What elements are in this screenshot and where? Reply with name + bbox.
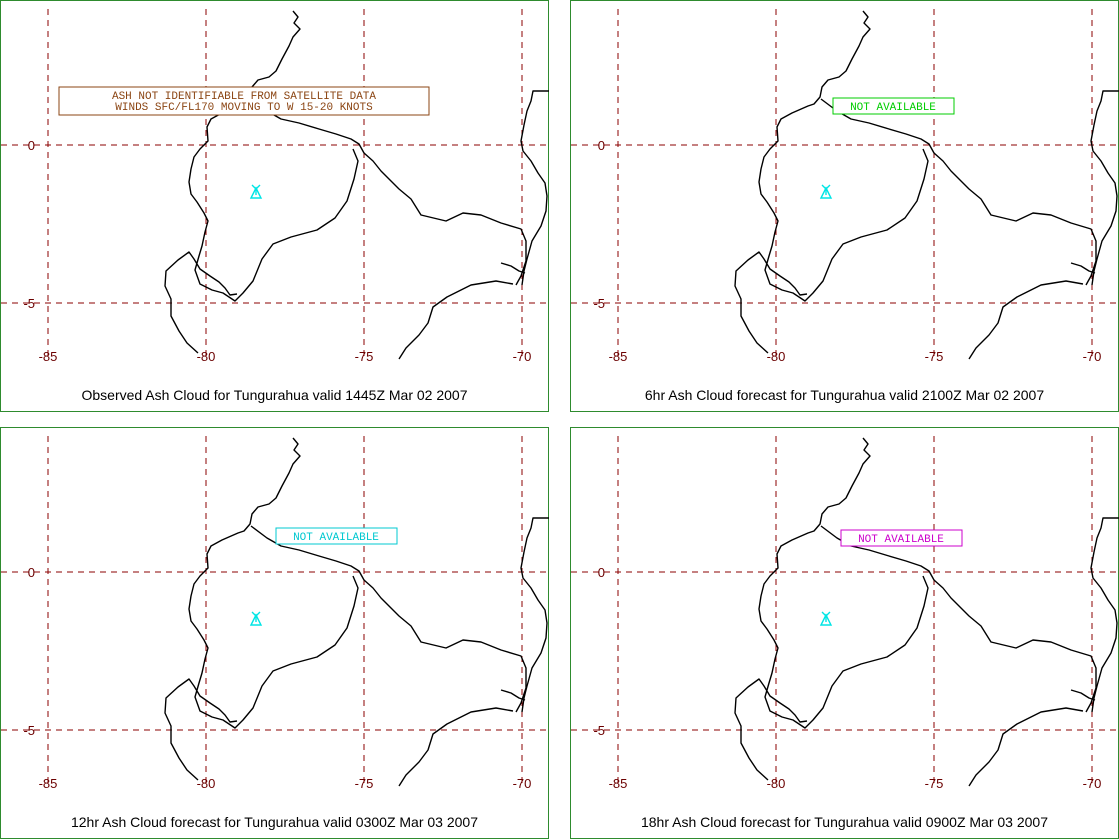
coastline-border: [164, 251, 238, 354]
coastline-border: [520, 90, 549, 286]
map-panel-forecast-12hr: -85 -80 -75 -70 0 -5 NOT AVAILABLE 12hr Ash Cl…: [0, 427, 550, 839]
latitude-tick-label: -5: [593, 723, 605, 738]
coastline-border: [758, 437, 929, 729]
map-canvas: -85 -80 -75 -70 0 -5 ASH NOT IDENTIFIABLE FROM…: [1, 9, 550, 364]
coastline-border: [1070, 262, 1096, 274]
status-note-box: [840, 529, 963, 547]
status-note-text: ASH NOT IDENTIFIABLE FROM SATELLITE DATA: [112, 91, 376, 103]
coastline-border: [734, 251, 808, 354]
coastline-border: [968, 707, 1084, 787]
status-note-text: NOT AVAILABLE: [850, 102, 936, 114]
longitude-tick-label: -70: [513, 349, 532, 364]
status-note-box: [832, 97, 955, 115]
panel-caption: Observed Ash Cloud for Tungurahua valid …: [81, 387, 468, 403]
longitude-tick-label: -75: [355, 776, 374, 791]
longitude-tick-label: -75: [355, 349, 374, 364]
coastline-border: [520, 517, 549, 713]
map-panel-forecast-18hr: -85 -80 -75 -70 0 -5 NOT AVAILABLE 18hr Ash Cl…: [570, 427, 1119, 839]
coastline-border: [820, 98, 1097, 286]
volcano-marker-icon: [249, 184, 263, 199]
longitude-tick-label: -75: [925, 776, 944, 791]
coastline-border: [968, 280, 1084, 360]
coastline-border: [398, 280, 514, 360]
coastline-border: [758, 10, 929, 302]
map-canvas: -85 -80 -75 -70 0 -5 NOT AVAILABLE: [571, 9, 1119, 364]
longitude-tick-label: -75: [925, 349, 944, 364]
latitude-tick-label: 0: [28, 138, 35, 153]
coastline-border: [820, 525, 1097, 713]
coastline-border: [398, 707, 514, 787]
coastline-border: [1090, 90, 1119, 286]
longitude-tick-label: -80: [197, 349, 216, 364]
longitude-tick-label: -70: [1083, 349, 1102, 364]
map-panel-forecast-6hr: -85 -80 -75 -70 0 -5 NOT AVAILABLE 6hr Ash Clo…: [570, 0, 1119, 412]
latitude-tick-label: 0: [28, 565, 35, 580]
longitude-tick-label: -80: [767, 349, 786, 364]
longitude-tick-label: -80: [197, 776, 216, 791]
status-note-text: NOT AVAILABLE: [293, 532, 379, 544]
status-note-box: [275, 527, 398, 545]
map-panel-observed: -85 -80 -75 -70 0 -5 ASH NOT IDENTIFIABLE FROM…: [0, 0, 550, 412]
status-note-box: [58, 86, 430, 116]
coastline-border: [250, 525, 527, 713]
longitude-tick-label: -85: [39, 776, 58, 791]
panel-caption: 12hr Ash Cloud forecast for Tungurahua v…: [70, 814, 479, 830]
status-note-text: NOT AVAILABLE: [858, 534, 944, 546]
volcano-marker-icon: [819, 611, 833, 626]
longitude-tick-label: -70: [513, 776, 532, 791]
longitude-tick-label: -70: [1083, 776, 1102, 791]
coastline-border: [188, 437, 359, 729]
longitude-tick-label: -85: [609, 349, 628, 364]
longitude-tick-label: -85: [609, 776, 628, 791]
longitude-tick-label: -80: [767, 776, 786, 791]
coastline-border: [250, 98, 527, 286]
latitude-tick-label: 0: [598, 565, 605, 580]
volcano-marker-icon: [249, 611, 263, 626]
latitude-tick-label: -5: [23, 723, 35, 738]
coastline-border: [500, 262, 526, 274]
map-canvas: -85 -80 -75 -70 0 -5 NOT AVAILABLE: [571, 436, 1119, 791]
coastline-border: [500, 689, 526, 701]
latitude-tick-label: 0: [598, 138, 605, 153]
latitude-tick-label: -5: [23, 296, 35, 311]
longitude-tick-label: -85: [39, 349, 58, 364]
volcano-marker-icon: [819, 184, 833, 199]
panel-caption: 18hr Ash Cloud forecast for Tungurahua v…: [640, 814, 1049, 830]
latitude-tick-label: -5: [593, 296, 605, 311]
coastline-border: [734, 678, 808, 781]
coastline-border: [1070, 689, 1096, 701]
panel-caption: 6hr Ash Cloud forecast for Tungurahua va…: [644, 387, 1045, 403]
coastline-border: [188, 10, 359, 302]
map-canvas: -85 -80 -75 -70 0 -5 NOT AVAILABLE: [1, 436, 550, 791]
coastline-border: [1090, 517, 1119, 713]
coastline-border: [164, 678, 238, 781]
status-note-text: WINDS SFC/FL170 MOVING TO W 15-20 KNOTS: [115, 102, 373, 114]
